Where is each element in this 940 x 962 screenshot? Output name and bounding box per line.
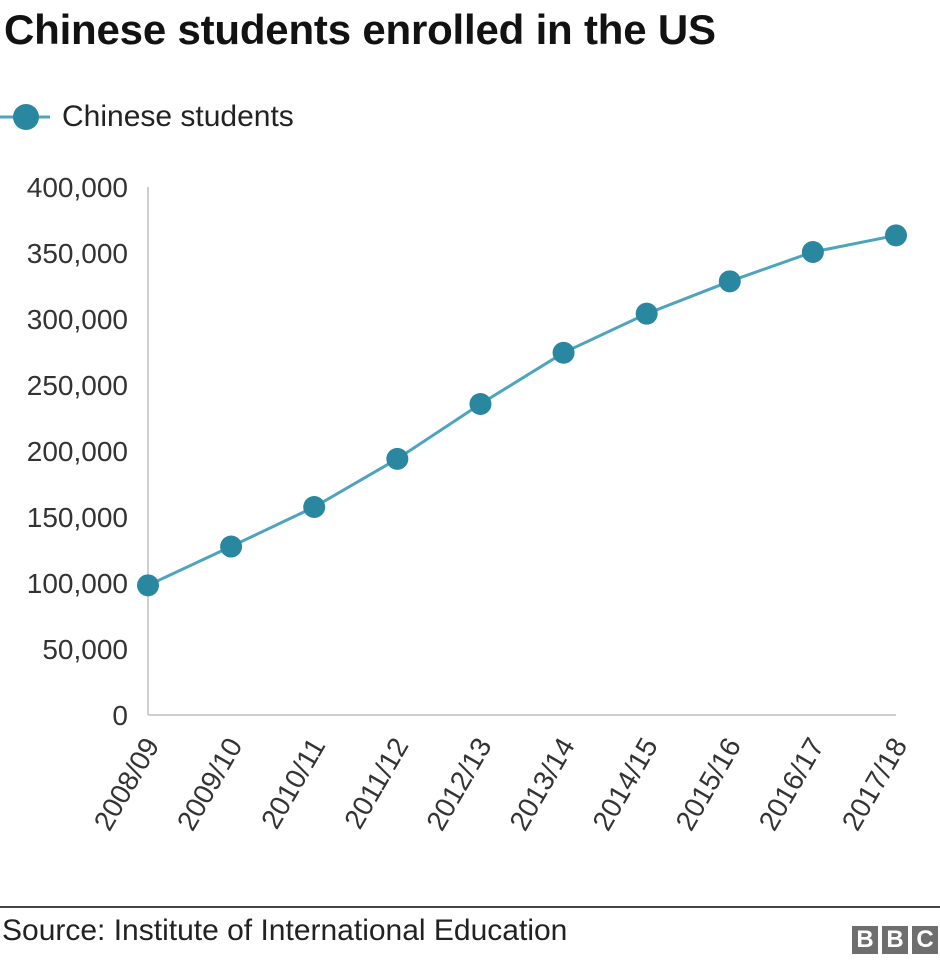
data-point: [635, 302, 658, 325]
y-tick-label: 300,000: [27, 304, 128, 335]
data-point: [469, 393, 492, 416]
legend-label: Chinese students: [62, 100, 294, 133]
series-line: [147, 233, 897, 587]
x-tick-label: 2013/14: [503, 733, 580, 836]
bbc-logo-block: C: [912, 926, 938, 954]
source-note: Source: Institute of International Educa…: [2, 914, 568, 947]
bbc-logo: B B C: [852, 926, 938, 954]
y-tick-label: 200,000: [27, 436, 128, 467]
data-point: [386, 447, 409, 470]
data-point: [885, 224, 907, 247]
y-tick-label: 50,000: [42, 634, 128, 665]
y-tick-label: 350,000: [27, 238, 128, 269]
y-tick-label: 150,000: [27, 502, 128, 533]
y-tick-label: 0: [112, 700, 128, 731]
x-tick-label: 2016/17: [753, 733, 830, 836]
x-tick-label: 2012/13: [420, 733, 497, 836]
data-point: [801, 241, 824, 264]
legend: Chinese students: [0, 94, 294, 140]
data-point: [552, 341, 575, 364]
chart-title: Chinese students enrolled in the US: [4, 6, 716, 53]
data-point: [137, 574, 159, 597]
bbc-logo-block: B: [882, 926, 908, 954]
series-points: [137, 224, 907, 597]
data-point: [303, 496, 326, 519]
line-chart: 0 50,000 100,000 150,000 200,000 250,000 300,0…: [27, 172, 913, 836]
bbc-logo-block: B: [852, 926, 878, 954]
x-tick-label: 2014/15: [586, 733, 663, 836]
legend-marker-icon: [0, 104, 50, 130]
data-point: [718, 270, 741, 293]
y-tick-label: 250,000: [27, 370, 128, 401]
y-axis-labels: 0 50,000 100,000 150,000 200,000 250,000 300,0…: [27, 172, 128, 731]
y-tick-label: 400,000: [27, 172, 128, 203]
x-tick-label: 2017/18: [836, 733, 913, 836]
x-tick-label: 2011/12: [338, 733, 414, 834]
x-tick-label: 2009/10: [171, 733, 248, 836]
x-axis-labels: 2008/09 2009/10 2010/11 2011/12 2012/13 2013/…: [88, 733, 913, 836]
y-tick-label: 100,000: [27, 568, 128, 599]
x-tick-label: 2015/16: [670, 733, 747, 836]
footer-divider: [0, 906, 940, 908]
data-point: [220, 535, 243, 558]
x-tick-label: 2008/09: [88, 733, 165, 836]
x-tick-label: 2010/11: [255, 733, 331, 834]
